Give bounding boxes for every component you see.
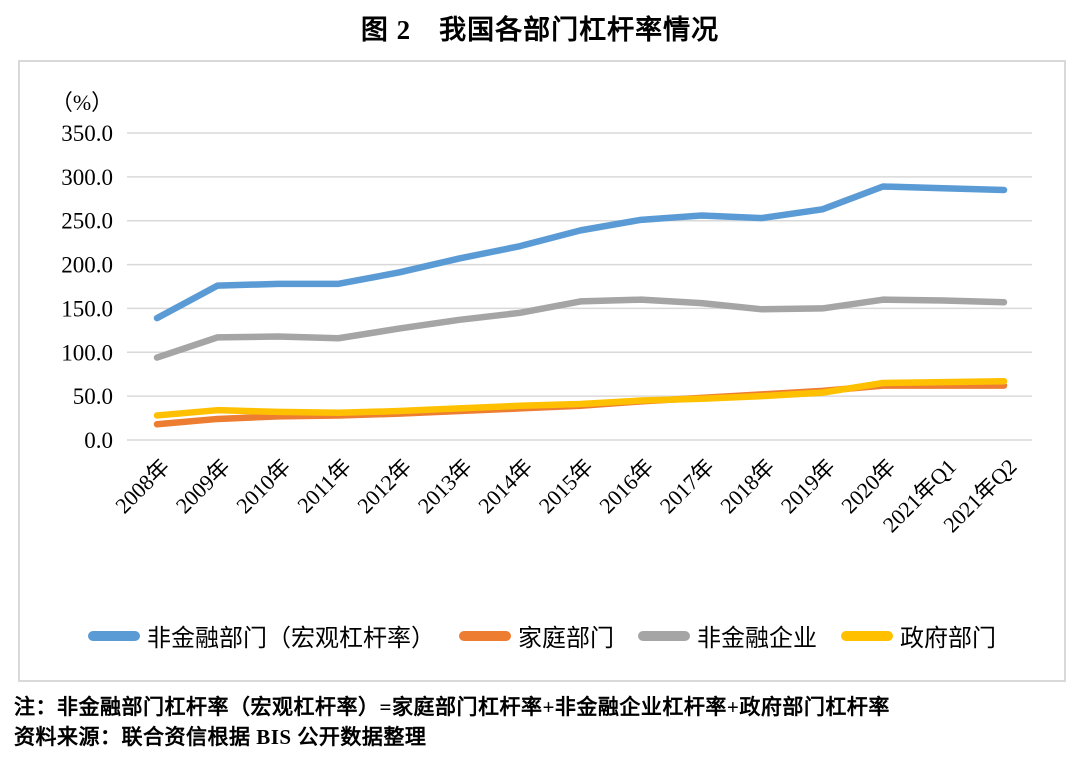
y-tick-label: 300.0 <box>61 165 113 190</box>
y-tick-label: 150.0 <box>61 296 113 321</box>
legend-swatch <box>638 630 690 641</box>
y-tick-label: 200.0 <box>61 253 113 278</box>
legend-item: 政府部门 <box>841 618 996 653</box>
note-definition: 注：非金融部门杠杆率（宏观杠杆率）=家庭部门杠杆率+非金融企业杠杆率+政府部门杠… <box>14 695 890 719</box>
legend-swatch <box>459 630 511 641</box>
legend-label: 家庭部门 <box>518 626 614 652</box>
legend-label: 非金融企业 <box>697 626 817 652</box>
x-tick-label: 2011年 <box>292 454 356 518</box>
chart-box: （%） 0.0 50.0 100.0 150.0 200.0 250.0 300.0 350.0… <box>18 60 1066 682</box>
x-tick-label: 2014年 <box>473 454 537 518</box>
y-tick-label: 250.0 <box>61 209 113 234</box>
legend-item: 家庭部门 <box>459 618 614 653</box>
y-tick-label: 100.0 <box>61 340 113 365</box>
chart-canvas: （%） 0.0 50.0 100.0 150.0 200.0 250.0 300.0 350.0… <box>51 90 1032 537</box>
legend-item: 非金融部门（宏观杠杆率） <box>88 618 435 653</box>
legend-item: 非金融企业 <box>638 618 817 653</box>
series-line-2 <box>153 296 1008 361</box>
legend-label: 非金融部门（宏观杠杆率） <box>147 626 435 652</box>
x-tick-label: 2018年 <box>715 454 779 518</box>
x-tick-label: 2017年 <box>655 454 719 518</box>
legend-swatch <box>88 630 140 641</box>
x-tick-label: 2016年 <box>594 454 658 518</box>
series-line-3 <box>153 377 1008 419</box>
x-tick-label: 2008年 <box>110 454 174 518</box>
chart-title: 图 2 我国各部门杠杆率情况 <box>360 15 720 45</box>
note-source: 资料来源：联合资信根据 BIS 公开数据整理 <box>14 725 427 750</box>
x-tick-label: 2012年 <box>352 454 416 518</box>
legend-swatch <box>841 630 893 641</box>
legend: 非金融部门（宏观杠杆率） 家庭部门 非金融企业 政府部门 <box>20 618 1064 653</box>
x-tick-label: 2013年 <box>413 454 477 518</box>
y-tick-label: 350.0 <box>61 121 113 146</box>
x-tick-label: 2019年 <box>776 454 840 518</box>
x-tick-label: 2009年 <box>171 454 235 518</box>
x-tick-label: 2015年 <box>534 454 598 518</box>
series-line-0 <box>153 183 1008 322</box>
y-axis-unit-label: （%） <box>51 90 113 115</box>
legend-label: 政府部门 <box>900 626 996 652</box>
x-tick-label: 2010年 <box>231 454 295 518</box>
y-tick-label: 0.0 <box>84 428 113 453</box>
y-tick-label: 50.0 <box>73 384 113 409</box>
chart-notes: 注：非金融部门杠杆率（宏观杠杆率）=家庭部门杠杆率+非金融企业杠杆率+政府部门杠… <box>14 692 1074 753</box>
